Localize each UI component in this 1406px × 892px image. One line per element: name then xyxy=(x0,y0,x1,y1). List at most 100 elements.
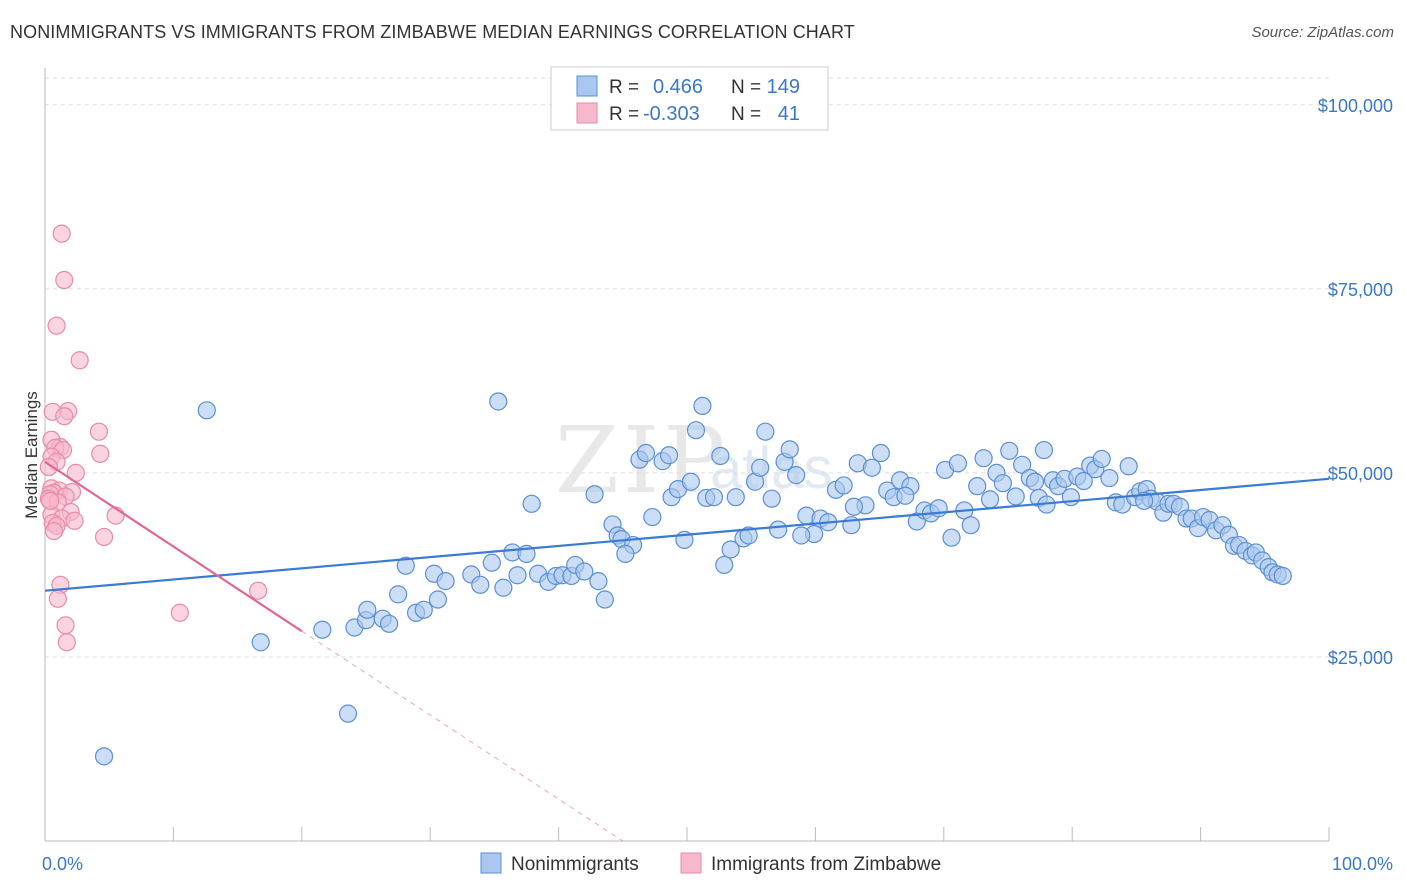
legend-r-label-2: R = xyxy=(609,104,639,125)
nonimmigrants-point-63 xyxy=(769,520,788,539)
nonimmigrants-point-44 xyxy=(659,446,679,465)
legend-label-nonimmigrants: Nonimmigrants xyxy=(511,854,639,875)
nonimmigrants-point-10 xyxy=(389,585,408,604)
nonimmigrants-point-34 xyxy=(589,572,608,591)
series-nonimmigrants-points xyxy=(94,392,1292,766)
series-zimbabwe-points xyxy=(39,224,268,652)
zimbabwe-point-35 xyxy=(48,589,67,608)
series-legend: Nonimmigrants Immigrants from Zimbabwe xyxy=(480,852,941,875)
nonimmigrants-point-49 xyxy=(686,421,706,440)
zimbabwe-point-2 xyxy=(47,316,66,335)
legend-swatch-zimbabwe xyxy=(680,852,702,874)
nonimmigrants-point-52 xyxy=(704,488,724,507)
trend-lines xyxy=(44,460,1330,842)
legend-r-label-1: R = xyxy=(609,77,639,98)
y-tick-label-0: $25,000 xyxy=(1328,648,1393,668)
legend-r-value-2: -0.303 xyxy=(643,103,700,125)
y-tick-labels: $25,000 $50,000 $75,000 $100,000 xyxy=(1318,96,1393,668)
x-tick-label-0: 0.0% xyxy=(42,854,83,874)
nonimmigrants-point-62 xyxy=(762,489,781,508)
zimbabwe-point-7 xyxy=(89,422,109,441)
nonimmigrants-point-55 xyxy=(721,540,740,559)
nonimmigrants-point-146 xyxy=(896,486,915,505)
zimbabwe-point-1 xyxy=(55,270,74,290)
legend-r-value-1: 0.466 xyxy=(653,76,703,98)
nonimmigrants-point-15 xyxy=(428,590,448,609)
trend-line-zimbabwe-extension xyxy=(301,630,624,842)
nonimmigrants-point-92 xyxy=(974,449,993,468)
nonimmigrants-point-72 xyxy=(834,476,853,495)
nonimmigrants-point-96 xyxy=(1000,441,1019,460)
nonimmigrants-point-41 xyxy=(636,443,656,463)
y-axis-label: Median Earnings xyxy=(22,391,41,519)
legend-n-label-2: N = xyxy=(731,104,761,125)
nonimmigrants-point-88 xyxy=(948,454,968,473)
nonimmigrants-point-97 xyxy=(1006,487,1025,506)
zimbabwe-point-29 xyxy=(65,511,84,530)
legend-n-value-2: 41 xyxy=(778,103,800,125)
nonimmigrants-point-87 xyxy=(942,528,961,547)
zimbabwe-point-32 xyxy=(44,521,64,541)
y-tick-label-3: $100,000 xyxy=(1318,96,1393,116)
nonimmigrants-point-48 xyxy=(681,472,700,491)
nonimmigrants-point-42 xyxy=(643,507,662,527)
nonimmigrants-point-4 xyxy=(338,704,358,723)
zimbabwe-point-40 xyxy=(41,491,60,510)
source-credit: Source: ZipAtlas.com xyxy=(1251,24,1394,41)
nonimmigrants-point-91 xyxy=(968,477,987,496)
nonimmigrants-point-145 xyxy=(616,544,635,563)
x-tick-label-1: 100.0% xyxy=(1332,854,1393,874)
nonimmigrants-point-32 xyxy=(575,562,594,581)
legend-swatch-pink xyxy=(576,102,598,124)
zimbabwe-point-36 xyxy=(249,581,268,600)
nonimmigrants-point-13 xyxy=(414,600,433,619)
legend-label-zimbabwe: Immigrants from Zimbabwe xyxy=(711,854,941,875)
nonimmigrants-point-147 xyxy=(1034,440,1054,460)
nonimmigrants-point-106 xyxy=(1061,488,1081,507)
y-tick-label-1: $50,000 xyxy=(1328,464,1393,484)
nonimmigrants-point-148 xyxy=(1135,491,1154,510)
nonimmigrants-point-1 xyxy=(197,401,216,420)
trend-line-zimbabwe xyxy=(44,460,303,633)
nonimmigrants-point-9 xyxy=(380,614,399,633)
nonimmigrants-point-108 xyxy=(1074,471,1093,491)
nonimmigrants-point-100 xyxy=(1025,472,1045,491)
zimbabwe-point-0 xyxy=(52,224,71,243)
nonimmigrants-point-53 xyxy=(711,446,730,466)
x-tick-labels: 0.0% 100.0% xyxy=(42,854,1393,874)
nonimmigrants-point-7 xyxy=(358,600,377,619)
legend-swatch-nonimmigrants xyxy=(480,852,502,874)
nonimmigrants-point-142 xyxy=(1273,566,1292,586)
nonimmigrants-point-58 xyxy=(739,526,758,545)
zimbabwe-point-6 xyxy=(55,407,74,426)
legend-swatch-blue xyxy=(576,75,598,97)
nonimmigrants-point-50 xyxy=(693,396,712,416)
nonimmigrants-point-61 xyxy=(756,422,775,441)
nonimmigrants-point-112 xyxy=(1100,468,1119,488)
nonimmigrants-point-35 xyxy=(595,590,614,609)
zimbabwe-point-3 xyxy=(70,351,89,370)
nonimmigrants-point-16 xyxy=(436,572,455,591)
nonimmigrants-point-20 xyxy=(489,392,508,411)
nonimmigrants-point-65 xyxy=(780,440,799,459)
nonimmigrants-point-0 xyxy=(94,747,114,766)
stats-legend: R = 0.466 N = 149 R = -0.303 N = 41 xyxy=(550,66,829,131)
nonimmigrants-point-56 xyxy=(726,488,745,507)
y-tick-label-2: $75,000 xyxy=(1328,280,1393,300)
zimbabwe-point-33 xyxy=(94,527,114,547)
nonimmigrants-point-143 xyxy=(844,497,864,516)
nonimmigrants-point-66 xyxy=(787,466,806,485)
trend-line-nonimmigrants xyxy=(44,477,1330,592)
grid-lines xyxy=(45,77,1329,658)
nonimmigrants-point-111 xyxy=(1092,449,1111,469)
nonimmigrants-point-93 xyxy=(980,490,1000,509)
nonimmigrants-point-21 xyxy=(494,578,513,597)
legend-n-label-1: N = xyxy=(731,77,761,98)
nonimmigrants-point-77 xyxy=(871,443,890,463)
zimbabwe-point-39 xyxy=(57,633,76,652)
nonimmigrants-point-25 xyxy=(522,494,541,513)
nonimmigrants-point-76 xyxy=(862,458,881,477)
chart-title: NONIMMIGRANTS VS IMMIGRANTS FROM ZIMBABW… xyxy=(10,22,855,42)
nonimmigrants-point-23 xyxy=(508,566,527,585)
